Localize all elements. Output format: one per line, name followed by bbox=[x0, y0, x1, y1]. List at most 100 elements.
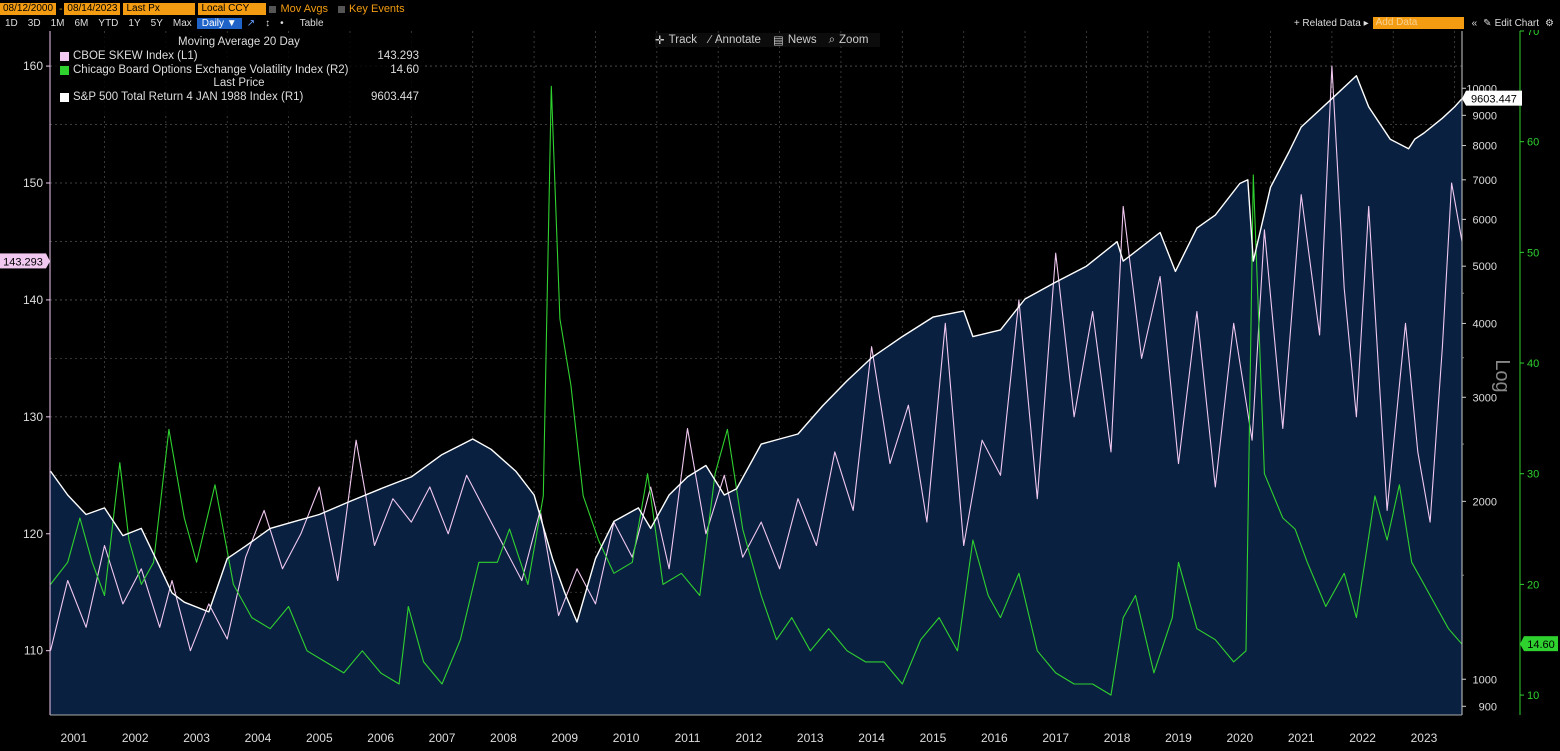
line-chart-icon[interactable]: ↗ bbox=[246, 17, 256, 29]
track-icon[interactable]: ✛ bbox=[655, 35, 665, 47]
legend-swatch-skew bbox=[60, 52, 69, 61]
collapse-icon[interactable]: « bbox=[1471, 17, 1478, 29]
period-1y[interactable]: 1Y bbox=[128, 17, 141, 29]
log-scale-label: Log bbox=[1491, 359, 1513, 392]
vix-last-badge bbox=[1524, 636, 1558, 652]
gear-icon[interactable]: ⚙ bbox=[1545, 17, 1554, 29]
chart-tools: ✛ Track ∕ Annotate ▤ News ⌕ Zoom bbox=[655, 33, 881, 47]
key-events-checkbox[interactable] bbox=[337, 5, 345, 13]
legend-swatch-vix bbox=[60, 66, 69, 75]
right-r2-tick-label: 50 bbox=[1527, 247, 1539, 259]
related-data-button[interactable]: + Related Data ▸ bbox=[1293, 17, 1369, 29]
add-data-input[interactable]: Add Data bbox=[1372, 17, 1464, 29]
skew-line bbox=[49, 65, 1463, 652]
x-tick-label: 2013 bbox=[797, 731, 824, 745]
legend-value-vix: 14.60 bbox=[390, 64, 419, 76]
right-r1-tick-label: 3000 bbox=[1473, 392, 1497, 404]
vix-last-value: 14.60 bbox=[1527, 639, 1555, 651]
annotate-icon[interactable]: ∕ bbox=[708, 34, 711, 46]
toolbar-row-2: 1D 3D 1M 6M YTD 1Y 5Y Max Daily ▼ ↗ ↕ • … bbox=[0, 16, 1560, 30]
right-r2-tick-label: 40 bbox=[1527, 358, 1539, 370]
table-button[interactable]: Table bbox=[299, 17, 324, 29]
right-r2-tick-label: 10 bbox=[1527, 690, 1539, 702]
right-r2-tick-label: 20 bbox=[1527, 579, 1539, 591]
x-tick-label: 2004 bbox=[245, 731, 272, 745]
axes: 110 120 130 140 150 160 900 1000 2000 3000 4000 500… bbox=[0, 30, 1558, 745]
news-icon[interactable]: ▤ bbox=[772, 35, 784, 47]
more-dropdown-icon[interactable]: • bbox=[280, 17, 284, 29]
toolbar-row-1: 08/12/2000 - 08/14/2023 Last Px Local CC… bbox=[0, 2, 415, 16]
end-date-field[interactable]: 08/14/2023 bbox=[64, 3, 121, 15]
legend-label-sp500: S&P 500 Total Return 4 JAN 1988 Index (R… bbox=[73, 91, 304, 103]
period-6m[interactable]: 6M bbox=[74, 17, 89, 29]
legend-label-vix: Chicago Board Options Exchange Volatilit… bbox=[73, 64, 349, 76]
left-tick-label: 120 bbox=[23, 527, 43, 541]
right-r1-tick-label: 6000 bbox=[1473, 214, 1497, 226]
x-tick-label: 2005 bbox=[306, 731, 333, 745]
x-tick-label: 2021 bbox=[1288, 731, 1315, 745]
right-r1-tick-label: 4000 bbox=[1473, 318, 1497, 330]
period-3d[interactable]: 3D bbox=[27, 17, 41, 29]
legend-value-skew: 143.293 bbox=[377, 50, 419, 62]
skew-last-badge-arrow bbox=[46, 253, 50, 269]
x-tick-label: 2006 bbox=[367, 731, 394, 745]
toolbar-right: + Related Data ▸ Add Data « ✎ Edit Chart… bbox=[1294, 16, 1560, 30]
period-ytd[interactable]: YTD bbox=[98, 17, 119, 29]
sp500-area-fill bbox=[50, 75, 1462, 715]
track-button[interactable]: Track bbox=[668, 34, 697, 46]
vix-last-badge-arrow bbox=[1520, 636, 1524, 652]
legend-value-sp500: 9603.447 bbox=[371, 91, 419, 103]
right-r1-tick-label: 900 bbox=[1479, 701, 1497, 713]
right-r1-tick-label: 7000 bbox=[1473, 175, 1497, 187]
period-5y[interactable]: 5Y bbox=[150, 17, 163, 29]
price-field-select[interactable]: Last Px bbox=[123, 3, 196, 15]
frequency-select[interactable]: Daily ▼ bbox=[196, 17, 242, 29]
chart-canvas[interactable]: 110 120 130 140 150 160 900 1000 2000 3000 4000 500… bbox=[0, 30, 1560, 751]
legend-header-ma: Moving Average 20 Day bbox=[178, 36, 300, 48]
x-tick-label: 2010 bbox=[613, 731, 640, 745]
right-r1-tick-label: 2000 bbox=[1473, 496, 1497, 508]
skew-last-value: 143.293 bbox=[3, 256, 43, 268]
series-lines bbox=[49, 65, 1463, 696]
x-tick-label: 2012 bbox=[736, 731, 763, 745]
legend-row-skew: CBOE SKEW Index (L1) 143.293 bbox=[53, 49, 425, 63]
vix-line bbox=[50, 85, 1463, 696]
right-r1-tick-label: 5000 bbox=[1473, 261, 1497, 273]
x-tick-label: 2011 bbox=[675, 731, 701, 745]
x-tick-label: 2020 bbox=[1226, 731, 1253, 745]
key-events-label[interactable]: Key Events bbox=[348, 3, 405, 15]
x-tick-label: 2008 bbox=[490, 731, 517, 745]
period-1m[interactable]: 1M bbox=[50, 17, 65, 29]
x-tick-label: 2023 bbox=[1411, 731, 1438, 745]
pencil-icon[interactable]: ✎ bbox=[1483, 17, 1492, 29]
period-max[interactable]: Max bbox=[172, 17, 192, 29]
zoom-icon[interactable]: ⌕ bbox=[828, 33, 836, 46]
legend-swatch-sp500 bbox=[60, 93, 69, 102]
bar-style-icon[interactable]: ↕ bbox=[265, 17, 271, 29]
x-tick-label: 2015 bbox=[920, 731, 947, 745]
zoom-button[interactable]: Zoom bbox=[839, 34, 869, 46]
news-button[interactable]: News bbox=[787, 34, 817, 46]
right-r2-tick-label: 30 bbox=[1527, 469, 1539, 481]
edit-chart-button[interactable]: Edit Chart bbox=[1494, 17, 1540, 29]
sp500-last-badge-arrow bbox=[1462, 90, 1466, 106]
left-tick-label: 110 bbox=[24, 644, 43, 658]
x-tick-label: 2016 bbox=[981, 731, 1008, 745]
legend-header-last: Last Price bbox=[213, 77, 265, 89]
chart-toolbar: 08/12/2000 - 08/14/2023 Last Px Local CC… bbox=[0, 0, 1560, 30]
mov-avgs-checkbox[interactable] bbox=[269, 5, 277, 13]
x-tick-label: 2002 bbox=[122, 731, 149, 745]
period-1d[interactable]: 1D bbox=[5, 17, 18, 29]
left-tick-label: 160 bbox=[23, 59, 43, 73]
currency-select[interactable]: Local CCY bbox=[198, 3, 267, 15]
left-tick-label: 140 bbox=[23, 293, 43, 307]
x-tick-label: 2014 bbox=[858, 731, 885, 745]
x-tick-label: 2022 bbox=[1349, 731, 1376, 745]
x-tick-label: 2017 bbox=[1042, 731, 1069, 745]
start-date-field[interactable]: 08/12/2000 bbox=[0, 3, 57, 15]
right-r2-tick-label: 60 bbox=[1527, 137, 1539, 149]
mov-avgs-label[interactable]: Mov Avgs bbox=[280, 3, 328, 15]
x-tick-label: 2007 bbox=[429, 731, 456, 745]
x-tick-label: 2019 bbox=[1165, 731, 1192, 745]
annotate-button[interactable]: Annotate bbox=[714, 34, 761, 46]
